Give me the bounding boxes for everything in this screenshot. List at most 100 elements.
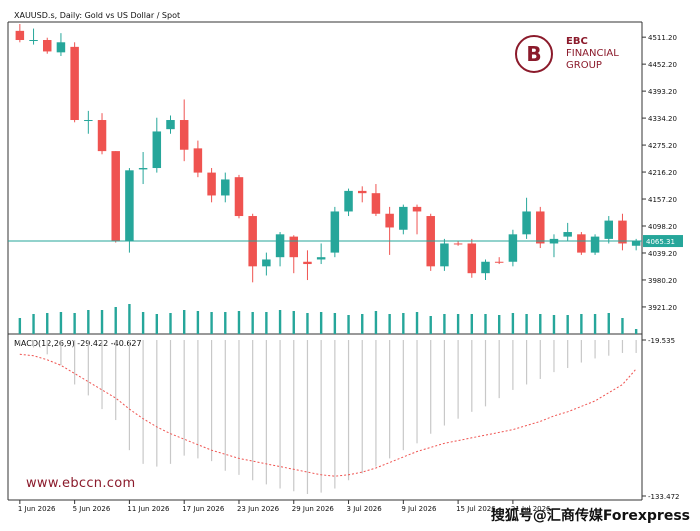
candle-body	[262, 259, 271, 267]
candle-body	[111, 151, 120, 242]
candle-body	[303, 261, 312, 265]
candle-body	[15, 30, 25, 41]
candle-body	[481, 261, 490, 274]
candle-body	[577, 234, 586, 253]
volume-bar	[46, 313, 49, 334]
date-tick-label: 23 Jun 2026	[237, 505, 280, 513]
candle-body	[97, 120, 107, 152]
candle-body	[152, 131, 162, 169]
volume-bar	[169, 313, 172, 334]
macd-panel: MACD(12,26,9) -29.422 -40.627 -19.535 -13…	[14, 337, 679, 501]
chart-title: XAUUSD.s, Daily: Gold vs US Dollar / Spo…	[14, 11, 180, 20]
volume-bar	[525, 314, 528, 334]
volume-bar	[196, 311, 200, 334]
candle-body	[193, 148, 203, 173]
candle-body	[522, 211, 531, 235]
candle-body	[70, 46, 79, 121]
candle-body	[453, 243, 463, 245]
volume-bar	[402, 313, 405, 334]
price-tick-label: 4511.20	[648, 34, 677, 42]
volume-bar	[251, 312, 254, 334]
volume-bar	[114, 307, 117, 334]
candle-body	[42, 40, 52, 52]
volume-bar	[59, 312, 63, 334]
volume-bar	[333, 313, 337, 334]
volume-bar	[566, 315, 569, 334]
macd-label: MACD(12,26,9) -29.422 -40.627	[14, 339, 142, 348]
website-text: www.ebccn.com	[26, 476, 136, 491]
volume-bar	[497, 315, 501, 334]
candle-body	[440, 243, 449, 267]
candle-body	[357, 190, 367, 194]
candle-body	[125, 170, 134, 242]
volume-bar	[18, 318, 22, 334]
volume-bar	[607, 313, 610, 334]
candle-body	[138, 168, 148, 170]
volume-bar	[470, 314, 474, 334]
volume-bar	[73, 313, 76, 334]
candle-body	[275, 234, 285, 258]
candle-body	[563, 232, 572, 237]
volume-bar	[511, 313, 515, 334]
volume-bar	[484, 314, 487, 334]
candle-body	[344, 190, 353, 212]
macd-signal-line	[19, 353, 637, 477]
candle-body	[631, 241, 641, 246]
volume-bar	[155, 314, 159, 334]
volume-bar	[634, 329, 638, 334]
candle-body	[508, 234, 518, 262]
volume-bar	[182, 310, 186, 334]
volume-bar	[593, 314, 597, 334]
logo-line1: EBC	[566, 36, 588, 47]
date-tick-label: 9 Jul 2026	[401, 505, 437, 513]
volume-bar	[443, 314, 446, 334]
candle-body	[179, 120, 189, 150]
price-tick-label: 4039.20	[648, 250, 677, 258]
date-tick-label: 11 Jun 2026	[127, 505, 170, 513]
logo-mark: B	[526, 42, 541, 66]
candle-body	[399, 206, 408, 230]
volume-bar	[306, 313, 309, 334]
price-tick-label: 4452.20	[648, 61, 677, 69]
price-tick-label: 4334.20	[648, 115, 677, 123]
macd-tick-label: -133.472	[648, 493, 679, 501]
price-label-box	[643, 235, 683, 248]
volume-bar	[210, 312, 213, 334]
volume-bar	[237, 311, 241, 334]
volume-bar	[539, 314, 542, 334]
candle-body	[604, 220, 614, 239]
volume-bar	[128, 304, 131, 334]
date-tick-label: 17 Jun 2026	[182, 505, 225, 513]
candle-body	[84, 120, 93, 122]
candle-body	[618, 220, 627, 244]
current-price-line: 4065.31	[8, 235, 683, 248]
price-tick-label: 3921.20	[648, 304, 677, 312]
candle-body	[536, 211, 545, 244]
candle-body	[56, 42, 66, 53]
candle-body	[234, 177, 244, 217]
date-tick-label: 21 Jul 2026	[511, 505, 551, 513]
volume-bar	[32, 314, 35, 334]
volume-bars	[18, 304, 638, 334]
price-axis: 4511.20 4452.20 4393.20 4334.20 4275.20 4216.…	[642, 34, 677, 312]
volume-bar	[374, 311, 378, 334]
volume-bar	[278, 310, 282, 334]
logo-line3: GROUP	[566, 60, 602, 71]
macd-tick-label: -19.535	[648, 337, 675, 345]
candle-body	[289, 236, 299, 258]
volume-bar	[621, 318, 624, 334]
price-tick-label: 3980.20	[648, 277, 677, 285]
volume-bar	[388, 314, 391, 334]
current-price-label: 4065.31	[646, 238, 675, 246]
candle-body	[330, 211, 340, 253]
price-tick-label: 4216.20	[648, 169, 677, 177]
price-tick-label: 4393.20	[648, 88, 677, 96]
candle-body	[166, 120, 175, 130]
watermark-text: 搜狐号@汇商传媒Forexpress	[490, 508, 690, 524]
volume-bar	[100, 310, 104, 334]
volume-bar	[265, 312, 268, 334]
candle-body	[467, 243, 477, 274]
ebc-logo: B EBC FINANCIAL GROUP	[510, 30, 640, 80]
